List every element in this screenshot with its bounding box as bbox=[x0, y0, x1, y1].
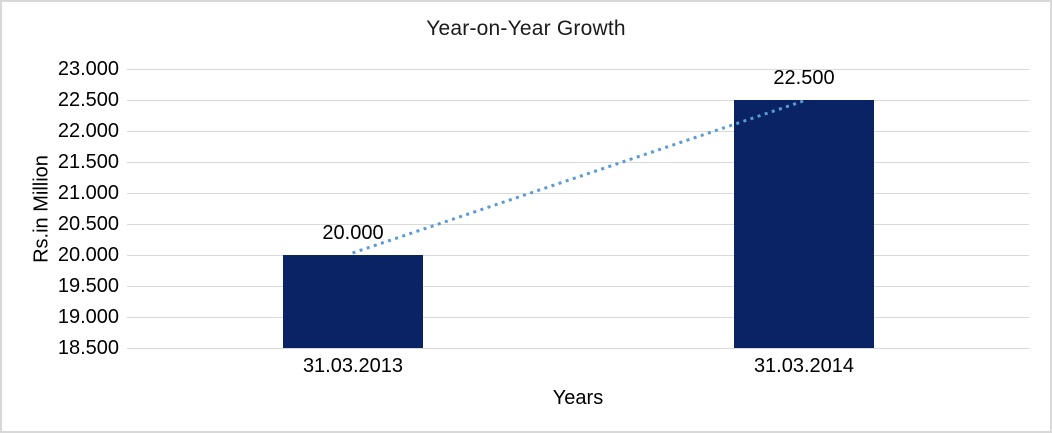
gridline bbox=[127, 317, 1029, 318]
x-axis-title: Years bbox=[552, 387, 604, 409]
y-tick-label: 18.500 bbox=[57, 337, 119, 359]
x-category-label: 31.03.2014 bbox=[753, 355, 855, 377]
gridline bbox=[127, 348, 1029, 349]
y-tick-label: 20.500 bbox=[57, 213, 119, 235]
gridline bbox=[127, 131, 1029, 132]
gridline bbox=[127, 224, 1029, 225]
gridline bbox=[127, 100, 1029, 101]
gridline bbox=[127, 255, 1029, 256]
bar-31.03.2014 bbox=[734, 100, 874, 348]
y-tick-label: 21.000 bbox=[57, 182, 119, 204]
gridline bbox=[127, 162, 1029, 163]
chart-title: Year-on-Year Growth bbox=[426, 17, 626, 40]
bar-31.03.2013 bbox=[283, 255, 423, 348]
gridline bbox=[127, 69, 1029, 70]
y-tick-label: 19.000 bbox=[57, 306, 119, 328]
x-category-label: 31.03.2013 bbox=[302, 355, 404, 377]
data-label: 22.500 bbox=[773, 67, 835, 89]
y-tick-label: 21.500 bbox=[57, 151, 119, 173]
data-label: 20.000 bbox=[322, 222, 384, 244]
y-tick-label: 22.500 bbox=[57, 89, 119, 111]
y-tick-label: 22.000 bbox=[57, 120, 119, 142]
y-tick-label: 20.000 bbox=[57, 244, 119, 266]
y-tick-label: 23.000 bbox=[57, 58, 119, 80]
gridline bbox=[127, 193, 1029, 194]
y-tick-label: 19.500 bbox=[57, 275, 119, 297]
y-axis-title: Rs.in Million bbox=[30, 155, 53, 263]
gridline bbox=[127, 286, 1029, 287]
